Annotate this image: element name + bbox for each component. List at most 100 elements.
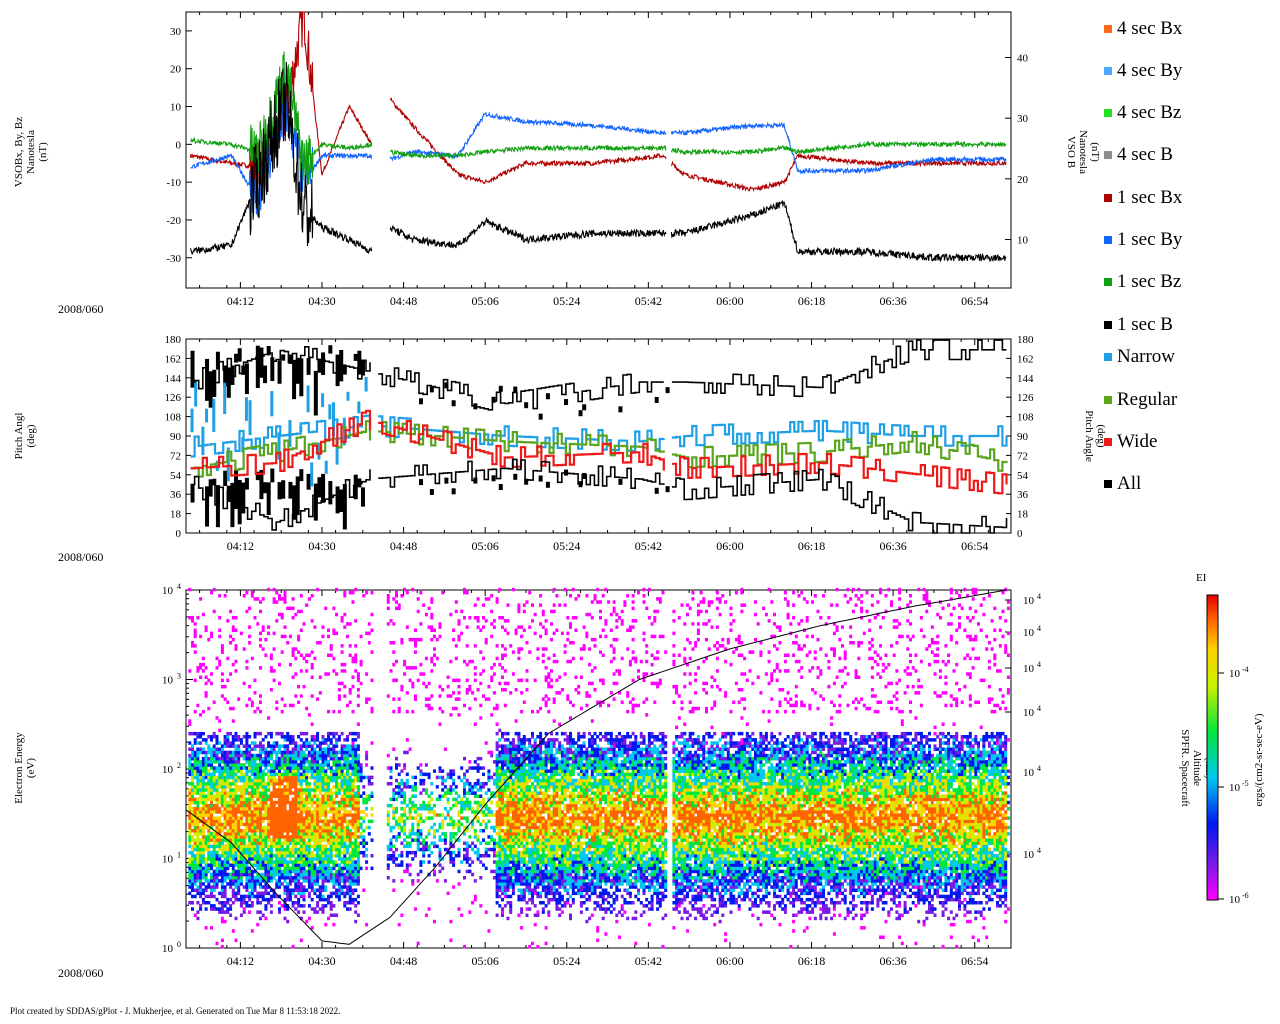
spectrogram-cell (495, 813, 499, 817)
spectrogram-cell (229, 800, 233, 805)
spectrogram-cell (299, 775, 303, 780)
spectrogram-cell (465, 769, 469, 773)
spectrogram-cell (196, 797, 200, 802)
spectrogram-cell (278, 760, 281, 764)
spectrogram-cell (261, 807, 265, 811)
spectrogram-cell (280, 791, 284, 795)
spectrogram-cell (272, 816, 276, 820)
spectrogram-cell (283, 747, 287, 751)
spectrogram-cell (210, 825, 213, 830)
spectrogram-cell (468, 766, 472, 770)
spectrogram-cell (286, 756, 290, 761)
spectrogram-cell (210, 819, 213, 824)
spectrogram-cell (193, 766, 197, 770)
spectrogram-cell (253, 735, 257, 739)
spectrogram-cell (327, 709, 330, 714)
spectrogram-cell (261, 756, 265, 761)
spectrogram-cell (506, 800, 510, 805)
spectrogram-cell (443, 785, 447, 789)
time-tick-label: 04:30 (308, 294, 335, 308)
spectrogram-cell (321, 835, 325, 839)
spectrogram-cell (299, 778, 303, 783)
spectrogram-cell (212, 747, 216, 751)
spectrogram-cell (424, 847, 428, 852)
spectrogram-cell (242, 735, 246, 739)
spectrogram-cell (367, 641, 371, 645)
spectrogram-cell (354, 803, 358, 808)
spectrogram-cell (250, 772, 254, 777)
spectrogram-cell (416, 891, 420, 896)
spectrogram-cell (242, 847, 246, 852)
spectrogram-cell (210, 822, 213, 827)
spectrogram-cell (411, 838, 415, 842)
spectrogram-cell (503, 782, 507, 786)
pitch-block (335, 437, 339, 465)
spectrogram-cell (449, 938, 453, 943)
spectrogram-cell (370, 838, 374, 842)
spectrogram-cell (310, 750, 314, 755)
spectrogram-cell (495, 879, 499, 883)
spectrogram-cell (316, 785, 320, 789)
spectrogram-cell (196, 910, 200, 914)
pitch-block (451, 488, 456, 495)
spectrogram-cell (280, 766, 284, 770)
spectrogram-cell (307, 810, 311, 814)
spectrogram-cell (392, 747, 396, 751)
spectrogram-cell (343, 876, 347, 880)
spectrogram-cell (302, 904, 306, 908)
spectrogram-cell (313, 847, 317, 852)
spectrogram-cell (223, 738, 227, 742)
spectrogram-cell (299, 772, 303, 777)
spectrogram-cell (264, 735, 268, 739)
spectrogram-cell (245, 847, 249, 852)
spectrogram-cell (193, 860, 197, 864)
spectrogram-cell (340, 885, 344, 889)
spectrogram-cell (473, 616, 477, 620)
spectrogram-cell (191, 756, 194, 761)
spectrogram-cell (275, 763, 279, 767)
spectrogram-cell (188, 869, 192, 874)
spectrogram-cell (229, 885, 233, 889)
spectrogram-cell (299, 753, 303, 758)
spectrogram-cell (231, 822, 235, 827)
spectrogram-cell (400, 819, 404, 824)
spectrogram-cell (465, 807, 469, 811)
spectrogram-cell (280, 772, 284, 777)
spectrogram-cell (337, 694, 341, 698)
spectrogram-cell (196, 813, 200, 817)
spectrogram-cell (248, 897, 252, 902)
spectrogram-cell (283, 897, 287, 902)
spectrogram-cell (283, 850, 287, 855)
spectrogram-cell (278, 681, 281, 686)
spectrogram-cell (239, 753, 243, 758)
spectrogram-cell (248, 807, 252, 811)
spectrogram-cell (234, 838, 238, 842)
spectrogram-cell (231, 775, 235, 780)
spectrogram-cell (479, 788, 483, 792)
spectrogram-cell (506, 838, 510, 842)
spectrogram-cell (229, 854, 233, 858)
spectrogram-cell (438, 684, 442, 689)
spectrogram-cell (188, 766, 192, 770)
spectrogram-cell (191, 907, 194, 911)
spectrogram-cell (299, 866, 303, 871)
spectrogram-cell (229, 769, 233, 773)
spectrogram-cell (226, 741, 230, 745)
spectrogram-cell (346, 756, 349, 761)
spectrogram-cell (234, 769, 238, 773)
spectrogram-cell (313, 738, 317, 742)
spectrogram-cell (237, 876, 241, 880)
spectrogram-cell (337, 885, 341, 889)
spectrogram-cell (223, 888, 227, 892)
spectrogram-cell (196, 876, 200, 880)
spectrogram-cell (503, 847, 507, 852)
spectrogram-cell (487, 597, 491, 601)
spectrogram-cell (253, 775, 257, 780)
spectrogram-cell (501, 769, 504, 773)
spectrogram-cell (237, 869, 241, 874)
spectrogram-cell (501, 747, 504, 751)
spectrogram-cell (188, 791, 192, 795)
spectrogram-cell (239, 876, 243, 880)
pitch-block (418, 479, 423, 486)
spectrogram-cell (218, 872, 222, 877)
